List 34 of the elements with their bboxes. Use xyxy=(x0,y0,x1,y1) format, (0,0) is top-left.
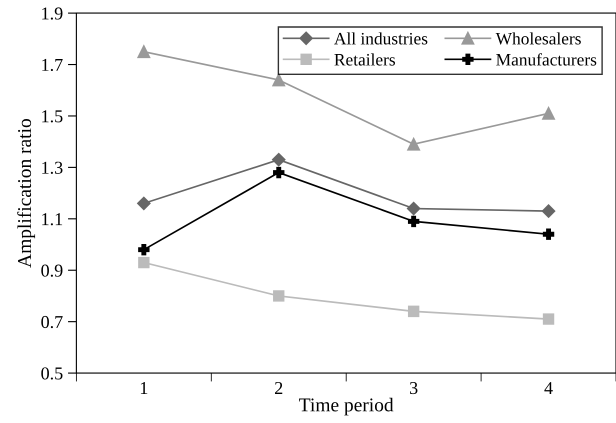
legend-label: Retailers xyxy=(334,53,396,66)
y-tick-label: 0.7 xyxy=(41,316,63,328)
x-tick-label: 2 xyxy=(275,382,282,394)
legend-label: All industries xyxy=(334,32,428,45)
point xyxy=(408,306,420,318)
y-tick-label: 0.9 xyxy=(41,264,62,277)
point xyxy=(542,228,554,240)
legend-label: Wholesalers xyxy=(496,32,581,45)
y-tick-label: 1.5 xyxy=(42,110,62,122)
x-tick-label: 4 xyxy=(544,382,553,394)
x-axis-title: Time period xyxy=(299,398,394,416)
y-tick-label: 1.7 xyxy=(42,58,63,72)
point xyxy=(272,74,286,86)
point xyxy=(137,196,151,210)
point xyxy=(273,290,284,302)
point xyxy=(138,256,150,268)
point xyxy=(406,202,420,216)
point xyxy=(273,166,284,178)
x-tick-label: 3 xyxy=(410,382,418,394)
y-tick-label: 1.3 xyxy=(42,162,62,174)
y-axis-title: Amplification ratio xyxy=(17,119,36,268)
point xyxy=(138,244,150,256)
y-tick-label: 1.9 xyxy=(42,7,62,20)
point xyxy=(542,107,555,120)
x-tick-label: 1 xyxy=(140,382,148,394)
point xyxy=(542,313,554,325)
point xyxy=(408,216,420,228)
y-tick-label: 0.5 xyxy=(41,367,62,380)
y-tick-label: 1.1 xyxy=(42,213,62,226)
point xyxy=(272,152,286,166)
point xyxy=(407,138,420,151)
point xyxy=(137,45,150,58)
point xyxy=(542,204,556,218)
legend-label: Manufacturers xyxy=(496,53,596,66)
